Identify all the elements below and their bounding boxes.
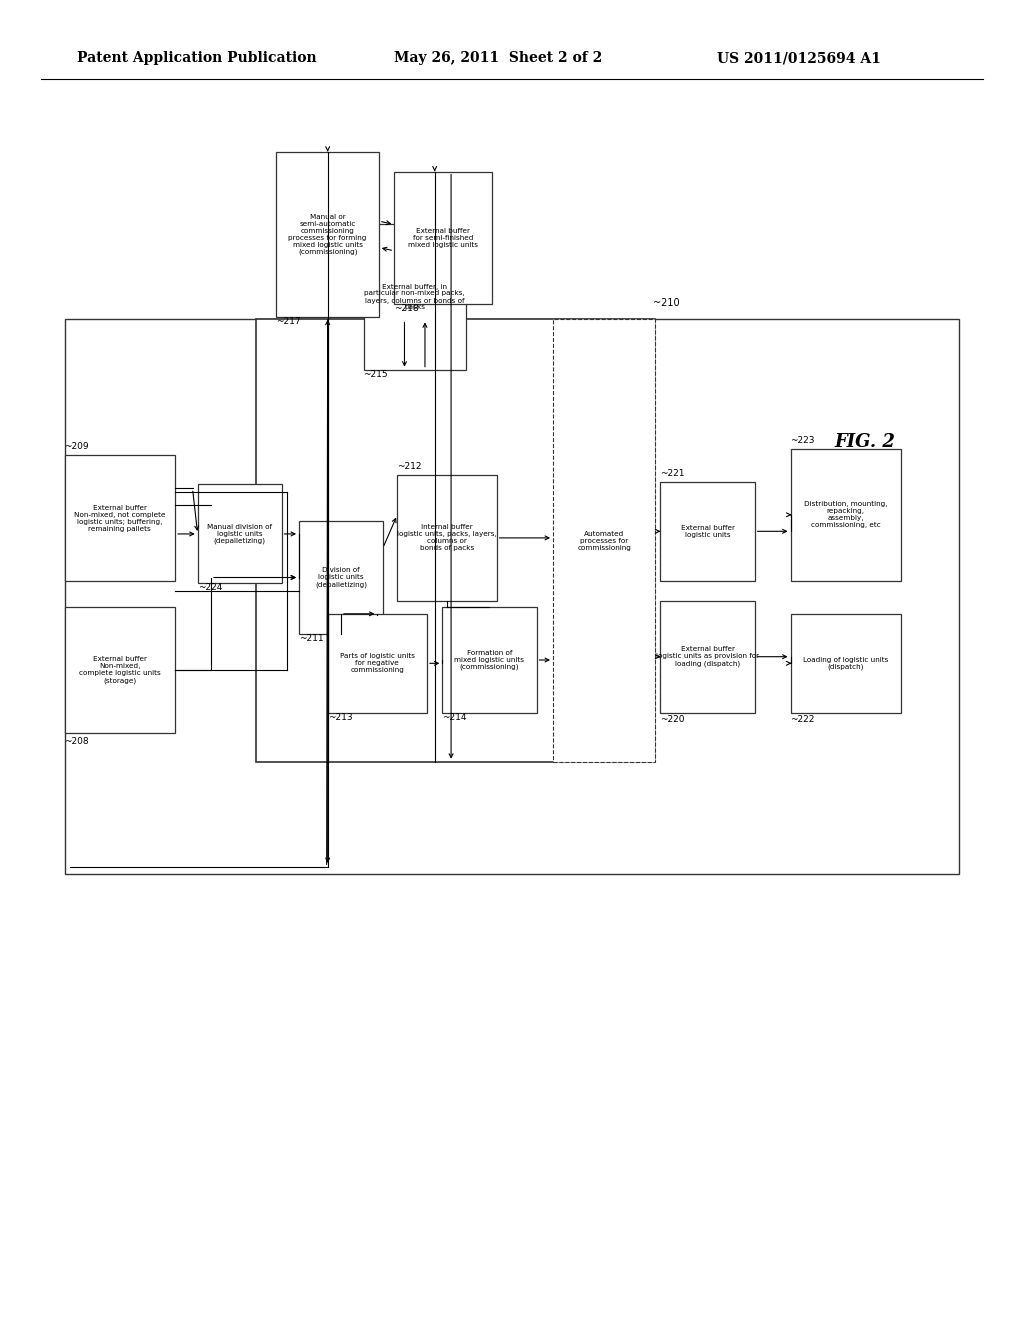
Bar (791, 614, 901, 713)
Bar (364, 224, 466, 370)
Text: Loading of logistic units
(dispatch): Loading of logistic units (dispatch) (803, 656, 889, 671)
Text: ~208: ~208 (65, 737, 89, 746)
Text: External buffer
Non-mixed,
complete logistic units
(storage): External buffer Non-mixed, complete logi… (79, 656, 161, 684)
Text: ~224: ~224 (198, 583, 222, 593)
Text: Patent Application Publication: Patent Application Publication (77, 51, 316, 65)
Text: Division of
logistic units
(depalletizing): Division of logistic units (depalletizin… (315, 568, 367, 587)
Text: External buffer
for semi-finished
mixed logistic units: External buffer for semi-finished mixed … (408, 227, 478, 248)
Text: ~212: ~212 (397, 462, 422, 471)
Text: Distribution, mounting,
repacking,
assembly,
commissioning, etc: Distribution, mounting, repacking, assem… (804, 502, 888, 528)
Bar (65, 319, 959, 874)
Bar (791, 449, 901, 581)
Text: Parts of logistic units
for negative
commissioning: Parts of logistic units for negative com… (340, 653, 415, 673)
Text: External buffer, in
particular non-mixed packs,
layers, columns or bonds of
pack: External buffer, in particular non-mixed… (365, 284, 465, 310)
Text: Internal buffer
logistic units, packs, layers,
columns or
bonds of packs: Internal buffer logistic units, packs, l… (397, 524, 497, 552)
Text: May 26, 2011  Sheet 2 of 2: May 26, 2011 Sheet 2 of 2 (394, 51, 602, 65)
Text: External buffer
Non-mixed, not complete
logistic units; buffering,
remaining pal: External buffer Non-mixed, not complete … (74, 504, 166, 532)
Bar (65, 607, 175, 733)
Text: ~222: ~222 (791, 715, 815, 725)
Text: ~223: ~223 (791, 436, 815, 445)
Bar (198, 484, 282, 583)
Bar (276, 152, 379, 317)
Text: Manual division of
logistic units
(depalletizing): Manual division of logistic units (depal… (207, 524, 272, 544)
Text: ~217: ~217 (276, 317, 301, 326)
Text: ~213: ~213 (328, 713, 352, 722)
Text: ~210: ~210 (653, 297, 680, 308)
Bar (397, 475, 497, 601)
Text: US 2011/0125694 A1: US 2011/0125694 A1 (717, 51, 881, 65)
Text: External buffer
logistic units as provision for
loading (dispatch): External buffer logistic units as provis… (656, 647, 759, 667)
Text: Formation of
mixed logistic units
(commissioning): Formation of mixed logistic units (commi… (455, 649, 524, 671)
Bar (660, 601, 755, 713)
Text: ~209: ~209 (65, 442, 89, 451)
Text: External buffer
logistic units: External buffer logistic units (681, 525, 734, 537)
Text: ~218: ~218 (394, 304, 419, 313)
Text: ~214: ~214 (442, 713, 467, 722)
Text: ~215: ~215 (364, 370, 388, 379)
Bar (553, 319, 655, 762)
Bar (299, 521, 383, 634)
Text: Manual or
semi-automatic
commissioning
processes for forming
mixed logistic unit: Manual or semi-automatic commissioning p… (289, 214, 367, 255)
Text: FIG. 2: FIG. 2 (835, 433, 896, 451)
Bar (442, 607, 537, 713)
Text: ~220: ~220 (660, 715, 685, 725)
Bar (328, 614, 427, 713)
Text: ~211: ~211 (299, 634, 324, 643)
Text: Automated
processes for
commissioning: Automated processes for commissioning (578, 531, 631, 550)
Text: ~221: ~221 (660, 469, 685, 478)
Bar (256, 319, 655, 762)
Bar (660, 482, 755, 581)
Bar (65, 455, 175, 581)
Bar (394, 172, 492, 304)
